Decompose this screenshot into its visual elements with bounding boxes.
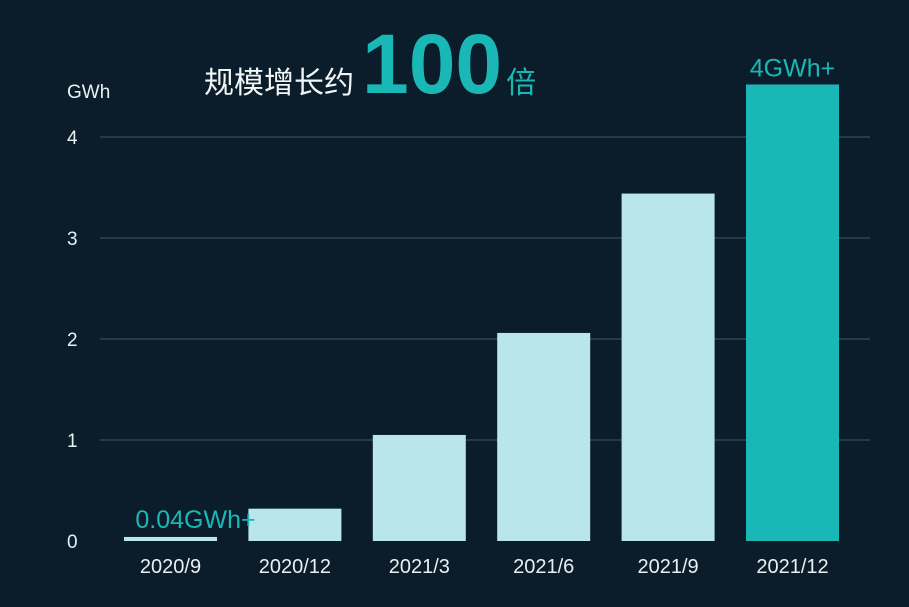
bar-2021-6 (497, 332, 591, 541)
bar-2020-12 (248, 508, 342, 541)
bar-2021-12 (746, 84, 839, 541)
chart-title: 规模增长约 100 倍 (204, 22, 536, 106)
x-tick-label: 2020/9 (140, 556, 201, 578)
bar-2020-9 (124, 536, 217, 541)
x-tick-label: 2021/9 (638, 556, 699, 578)
title-highlight: 100 (362, 17, 503, 111)
bar-2021-9 (621, 193, 715, 541)
data-label: 0.04GWh+ (135, 506, 255, 534)
data-label: 4GWh+ (750, 54, 835, 82)
y-tick-label: 3 (67, 229, 78, 250)
y-tick-label: 2 (67, 330, 78, 351)
y-tick-label: 1 (67, 431, 78, 452)
y-axis-label: GWh (67, 82, 110, 103)
y-tick-label: 0 (67, 532, 78, 553)
x-tick-label: 2020/12 (259, 556, 331, 578)
x-tick-label: 2021/12 (756, 556, 828, 578)
x-tick-label: 2021/6 (513, 556, 574, 578)
y-tick-label: 4 (67, 128, 78, 149)
title-suffix: 倍 (506, 67, 537, 100)
x-tick-label: 2021/3 (389, 556, 450, 578)
title-prefix: 规模增长约 (204, 67, 354, 100)
bar-2021-3 (372, 434, 466, 541)
